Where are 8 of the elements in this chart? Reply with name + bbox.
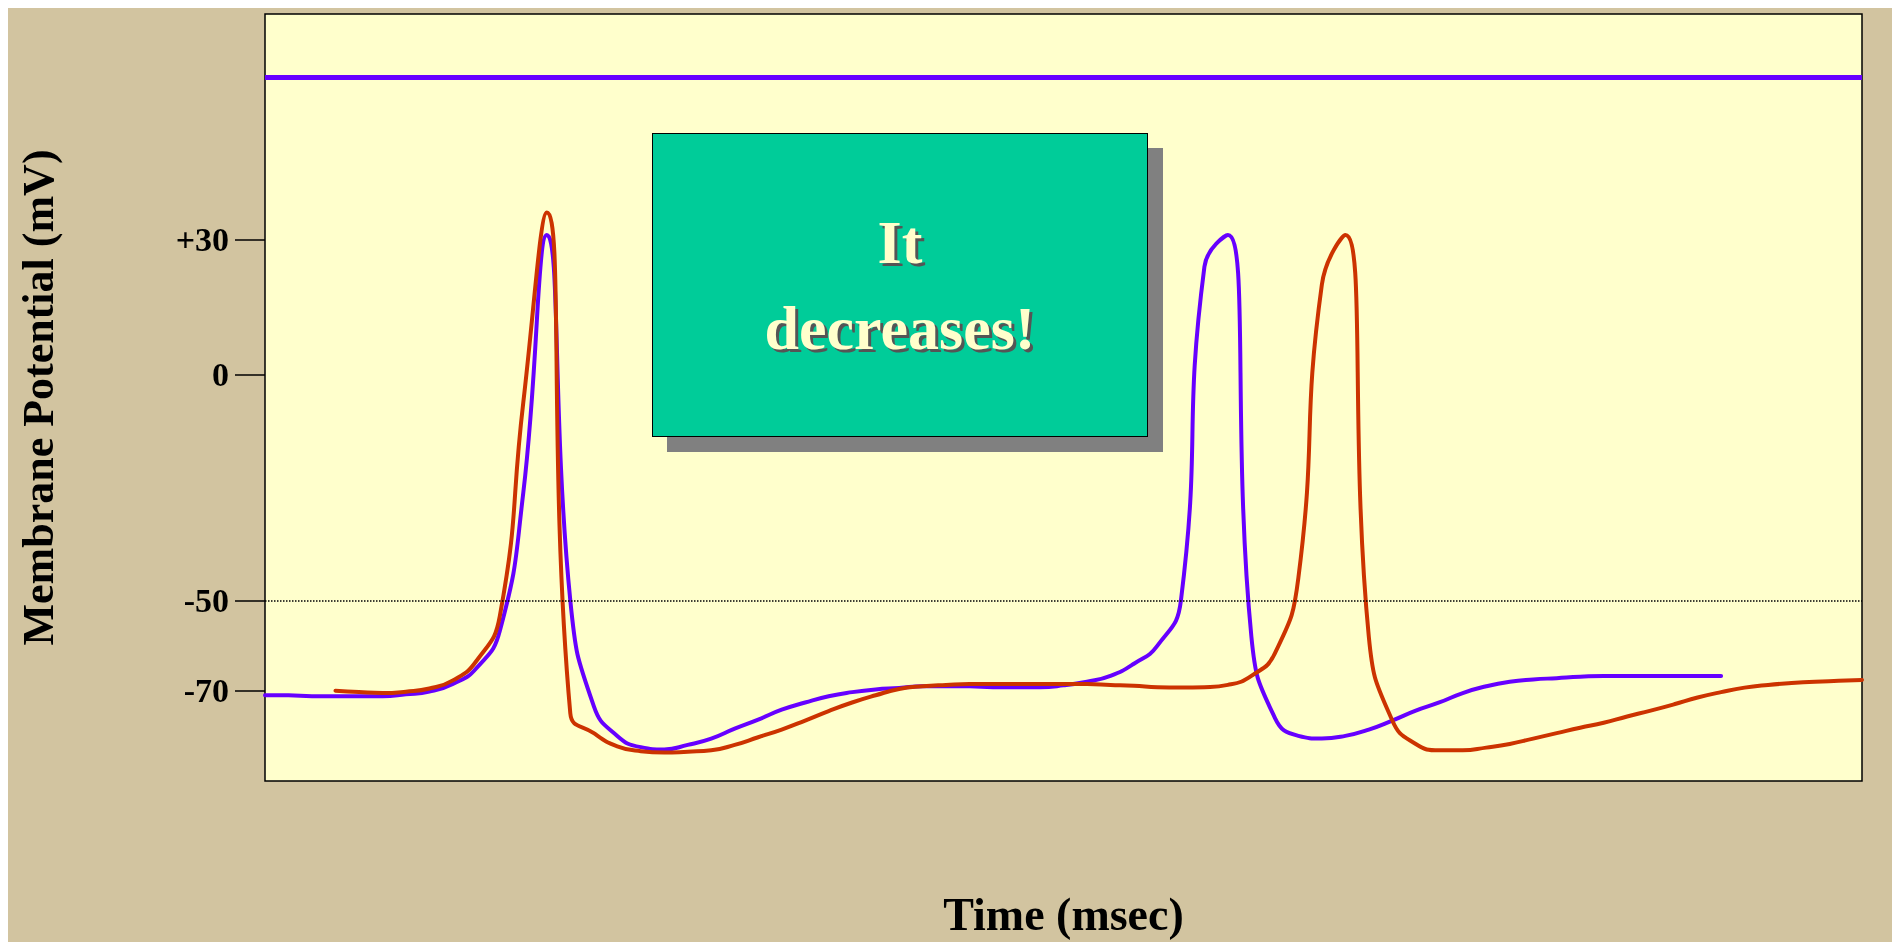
y-tick-label: 0 [212, 356, 229, 394]
annotation: It decreases! [763, 207, 1037, 364]
y-tick-label: +30 [175, 221, 229, 259]
y-tick-label: -50 [183, 582, 229, 620]
x-axis-title: Time (msec) [943, 888, 1184, 940]
y-axis-title: Membrane Potential (mV) [13, 149, 63, 646]
line-series [333, 210, 1864, 755]
y-tick-label: -70 [183, 672, 229, 710]
